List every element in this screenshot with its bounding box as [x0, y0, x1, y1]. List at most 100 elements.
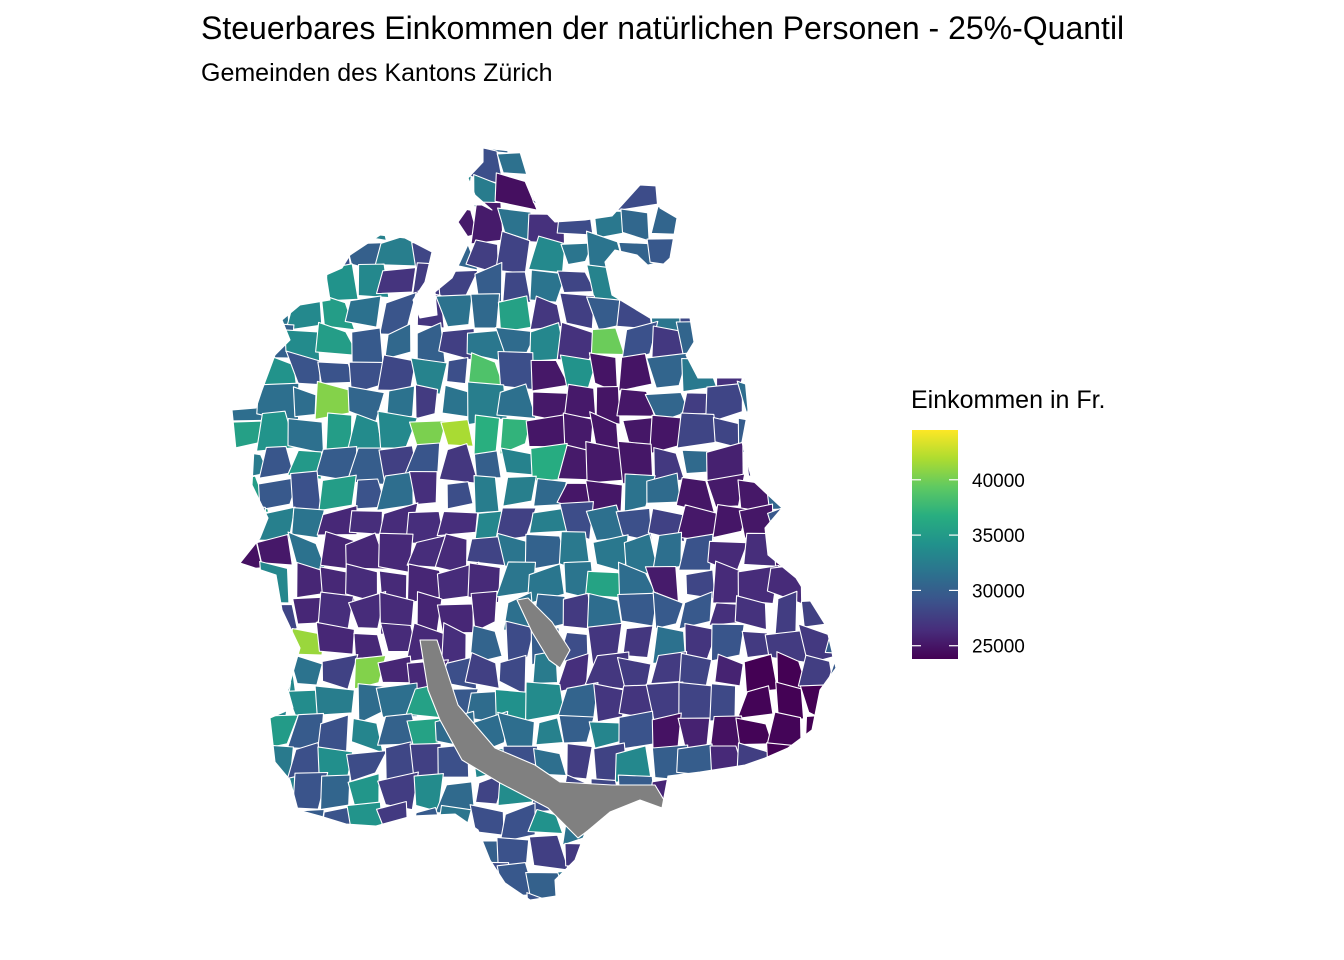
municipality-region [469, 804, 505, 836]
municipality-region [497, 350, 535, 391]
municipality-region [617, 592, 659, 627]
municipality-region [378, 532, 414, 573]
municipality-region [615, 507, 653, 542]
municipality-region [232, 352, 269, 386]
municipality-region [288, 652, 323, 686]
municipality-region [652, 531, 683, 572]
municipality-region [377, 354, 417, 392]
municipality-region [616, 178, 659, 211]
municipality-region [566, 743, 593, 780]
municipality-region [678, 591, 713, 630]
municipality-region [710, 623, 745, 662]
municipality-region [620, 208, 650, 242]
municipality-region [646, 238, 689, 269]
municipality-region [712, 504, 749, 539]
municipality-region [319, 774, 351, 811]
municipality-region [527, 808, 564, 835]
legend-tick-label: 40000 [972, 471, 1025, 492]
legend-tick-label: 25000 [972, 637, 1025, 658]
municipality-region [321, 654, 359, 690]
municipality-region [317, 361, 355, 385]
municipality-region [496, 383, 537, 420]
municipality-region [408, 470, 438, 506]
municipality-region [232, 531, 263, 571]
municipality-region [564, 842, 598, 867]
municipality-region [473, 475, 500, 514]
municipality-regions [232, 148, 836, 900]
municipality-region [318, 474, 357, 512]
municipality-region [497, 295, 532, 334]
municipality-region [558, 714, 595, 744]
municipality-region [526, 148, 564, 180]
municipality-region [263, 776, 299, 814]
municipality-region [292, 386, 317, 418]
municipality-region [470, 293, 501, 329]
municipality-region [502, 475, 537, 507]
municipality-region [735, 717, 773, 746]
municipality-region [734, 595, 768, 631]
municipality-region [314, 380, 358, 420]
municipality-region [259, 560, 290, 604]
municipality-region [621, 320, 659, 363]
municipality-region [290, 470, 322, 513]
municipality-region [375, 682, 419, 718]
municipality-region [676, 412, 718, 449]
municipality-region [590, 327, 625, 356]
municipality-region [473, 414, 501, 456]
municipality-region [772, 531, 805, 567]
municipality-region [737, 564, 780, 605]
municipality-region [325, 412, 353, 451]
legend-tick-label: 35000 [972, 526, 1025, 547]
municipality-region [775, 681, 805, 720]
municipality-region [470, 590, 498, 633]
municipality-region [325, 263, 359, 302]
municipality-region [375, 267, 417, 295]
municipality-region [505, 620, 535, 664]
municipality-region [376, 204, 414, 239]
municipality-region [414, 384, 439, 420]
municipality-region [469, 625, 503, 665]
municipality-region [736, 685, 774, 719]
municipality-region [705, 382, 744, 425]
canton-boundary [231, 147, 837, 901]
municipality-region [499, 802, 536, 843]
municipality-region [736, 380, 777, 424]
municipality-region [496, 151, 536, 176]
municipality-region [525, 414, 567, 448]
municipality-region [435, 294, 473, 328]
municipality-region [350, 717, 384, 754]
municipality-region [440, 419, 474, 447]
municipality-region [709, 683, 737, 722]
municipality-region [232, 412, 240, 452]
municipality-region [291, 507, 325, 539]
municipality-region [436, 510, 479, 537]
legend-tick-label: 30000 [972, 581, 1025, 602]
municipality-region [743, 532, 777, 567]
municipality-region [559, 292, 595, 330]
municipality-region [528, 507, 568, 534]
municipality-region [345, 532, 389, 570]
municipality-region [499, 417, 532, 455]
municipality-region [344, 295, 382, 328]
municipality-region [315, 621, 355, 655]
municipality-region [737, 417, 780, 454]
municipality-region [351, 327, 384, 365]
municipality-region [825, 592, 836, 631]
municipality-region [559, 501, 594, 541]
municipality-region [464, 652, 500, 689]
legend-color-bar [912, 430, 958, 659]
municipality-region [287, 531, 327, 571]
municipality-region [384, 323, 412, 360]
municipality-region [556, 868, 598, 900]
municipality-region [530, 442, 568, 482]
municipality-region [377, 771, 419, 811]
map-title: Steuerbares Einkommen der natürlichen Pe… [201, 10, 1125, 46]
municipality-region [535, 717, 564, 746]
municipality-region [494, 172, 538, 211]
municipality-region [446, 356, 469, 385]
municipality-region [714, 653, 744, 687]
municipality-region [618, 353, 653, 392]
municipality-region [437, 171, 472, 209]
municipality-region [316, 504, 358, 536]
